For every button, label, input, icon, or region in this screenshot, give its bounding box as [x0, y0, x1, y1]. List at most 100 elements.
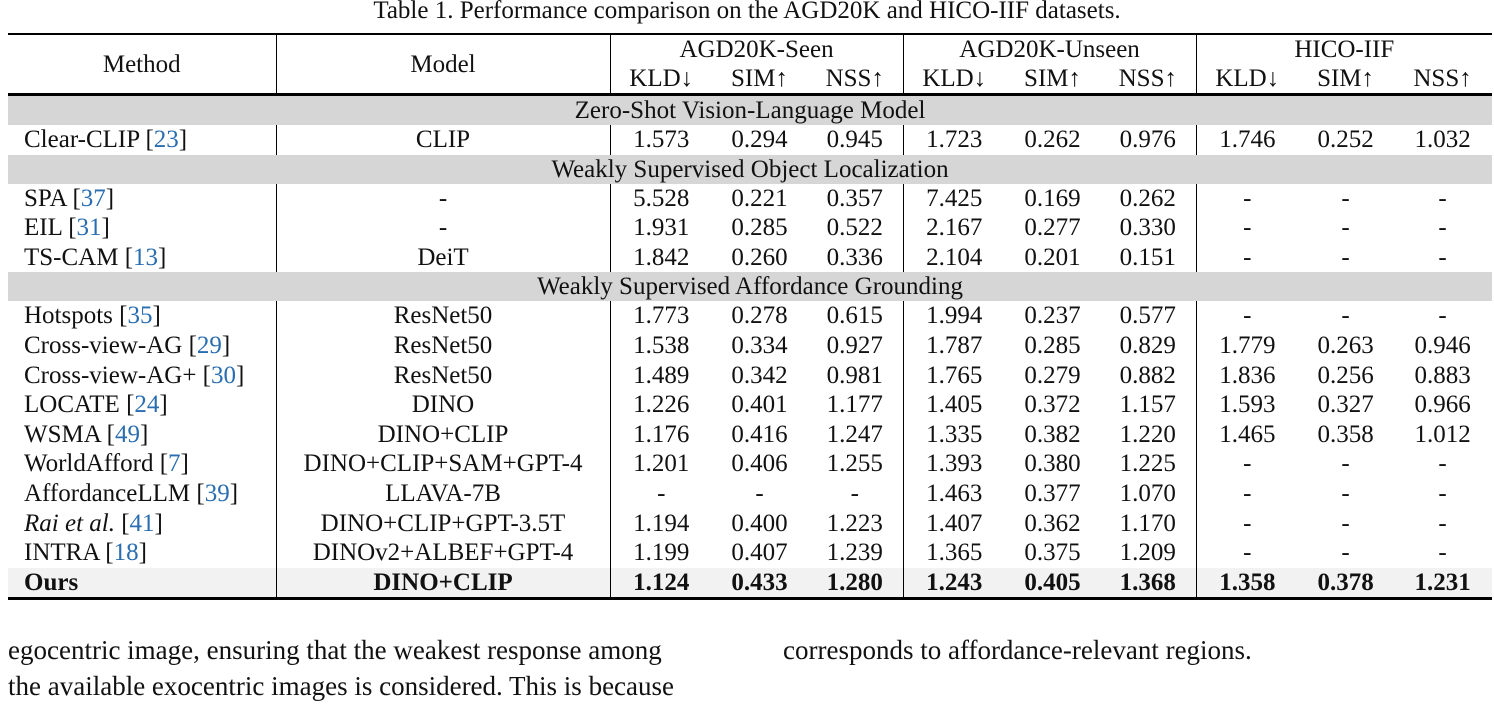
metric-value: 1.255: [807, 449, 904, 479]
metric-value: 0.342: [731, 361, 788, 389]
citation-link[interactable]: 23: [153, 126, 179, 153]
metric-value: 1.773: [633, 302, 690, 330]
metric-value: -: [1438, 243, 1447, 271]
table-row: Cross-view-AG+ [30] ResNet50 1.489 0.342 0.9…: [8, 360, 1492, 391]
metric-value: 0.358: [1317, 420, 1374, 448]
metric-value: 0.378: [1298, 567, 1394, 599]
citation-link[interactable]: 30: [211, 361, 236, 389]
method-name: LOCATE: [24, 391, 120, 419]
metric-value: 1.779: [1219, 331, 1276, 359]
metric-value: -: [1341, 214, 1350, 242]
metric-value: 0.151: [1100, 242, 1197, 273]
metric-value: 1.223: [807, 508, 904, 539]
metric-value: -: [807, 478, 904, 509]
metric-value: 1.393: [926, 450, 983, 478]
metric-value: -: [1438, 302, 1447, 330]
metric-value: 1.365: [926, 539, 983, 567]
metric-value: 1.931: [633, 214, 690, 242]
method-name: EIL: [24, 214, 62, 242]
citation-link[interactable]: 18: [113, 539, 139, 567]
header-metric: KLD↓: [922, 65, 987, 92]
method-cell: Cross-view-AG [29]: [8, 330, 277, 361]
method-name: TS-CAM: [24, 243, 119, 271]
citation-link[interactable]: 13: [133, 243, 159, 271]
metric-value: -: [1243, 479, 1252, 507]
metric-value: -: [1341, 243, 1350, 271]
metric-value: 1.538: [633, 331, 690, 359]
metric-value: 0.375: [1024, 539, 1081, 567]
citation-link[interactable]: 37: [80, 184, 106, 212]
metric-value: -: [1438, 214, 1447, 242]
citation-link[interactable]: 7: [168, 450, 181, 478]
method-cell: LOCATE [24]: [8, 390, 277, 420]
header-metric: NSS↑: [1413, 65, 1472, 92]
citation-link[interactable]: 39: [204, 479, 230, 507]
metric-value: -: [1438, 539, 1447, 567]
header-model: Model: [276, 34, 611, 95]
method-cell: WSMA [49]: [8, 419, 277, 450]
header-metric: SIM↑: [1317, 65, 1375, 92]
method-cell: Rai et al. [41]: [8, 508, 277, 539]
metric-value: 1.239: [807, 538, 904, 568]
table-row: Clear-CLIP [23] CLIP 1.573 0.294 0.945 1.723 0…: [8, 125, 1492, 155]
model-cell: ResNet50: [276, 360, 611, 391]
metric-value: 7.425: [926, 184, 983, 212]
metric-value: -: [755, 479, 764, 507]
header-metric: NSS↑: [1100, 64, 1197, 95]
metric-value: -: [1438, 509, 1447, 537]
citation-link[interactable]: 31: [76, 214, 102, 242]
method-cell: SPA [37]: [8, 183, 277, 214]
metric-value: -: [1341, 539, 1350, 567]
method-name: WSMA: [24, 420, 101, 448]
metric-value: 0.252: [1317, 126, 1374, 153]
citation-link[interactable]: 24: [134, 391, 160, 419]
metric-value: 0.433: [712, 567, 807, 599]
metric-value: -: [1341, 302, 1350, 330]
citation-link[interactable]: 41: [129, 509, 155, 537]
metric-value: 1.225: [1100, 449, 1197, 479]
metric-value: -: [1438, 479, 1447, 507]
header-metric: SIM↑: [731, 65, 788, 92]
model-cell: DINO+CLIP+GPT-3.5T: [276, 508, 611, 539]
metric-value: 0.278: [731, 302, 788, 330]
table-row: WSMA [49] DINO+CLIP 1.176 0.416 1.247 1.335 0.…: [8, 419, 1492, 450]
metric-value: 1.209: [1100, 538, 1197, 568]
metric-value: -: [1341, 509, 1350, 537]
metric-value: 1.231: [1393, 567, 1493, 599]
metric-value: 0.285: [1024, 331, 1081, 359]
citation-link[interactable]: 35: [127, 302, 153, 330]
table-row: AffordanceLLM [39] LLAVA-7B - - -1.463 0.377 1…: [8, 478, 1492, 509]
metric-value: 0.330: [1100, 213, 1197, 243]
metric-value: 0.279: [1024, 361, 1081, 389]
metric-value: -: [1243, 302, 1252, 330]
section-title: Zero-Shot Vision-Language Model: [8, 94, 1493, 125]
metric-value: 1.994: [926, 302, 983, 330]
metric-value: -: [1438, 450, 1447, 478]
metric-value: 0.927: [807, 330, 904, 361]
metric-value: 1.489: [633, 361, 690, 389]
header-metric: KLD↓: [629, 65, 694, 92]
metric-value: 0.169: [1024, 184, 1081, 212]
model-cell: LLAVA-7B: [276, 478, 611, 509]
metric-value: 0.829: [1100, 330, 1197, 361]
metric-value: 0.883: [1414, 361, 1471, 389]
metric-value: 0.262: [1100, 183, 1197, 214]
metric-value: 5.528: [633, 184, 690, 212]
metric-value: 1.070: [1100, 478, 1197, 509]
metric-value: 1.032: [1414, 126, 1471, 153]
metric-value: 1.787: [926, 331, 983, 359]
metric-value: 1.170: [1100, 508, 1197, 539]
header-method: Method: [8, 34, 277, 95]
metric-value: -: [1243, 509, 1252, 537]
metric-value: -: [657, 479, 666, 507]
citation-link[interactable]: 29: [196, 331, 222, 359]
section-header-row: Weakly Supervised Object Localization: [8, 154, 1493, 184]
citation-link[interactable]: 49: [114, 420, 140, 448]
metric-value: 1.247: [807, 419, 904, 450]
metric-value: -: [1243, 243, 1252, 271]
method-name: AffordanceLLM: [24, 479, 191, 507]
method-name: Clear-CLIP: [24, 126, 140, 153]
metric-value: 1.124: [610, 567, 712, 599]
metric-value: 0.981: [807, 360, 904, 391]
metric-value: 1.405: [926, 391, 983, 419]
